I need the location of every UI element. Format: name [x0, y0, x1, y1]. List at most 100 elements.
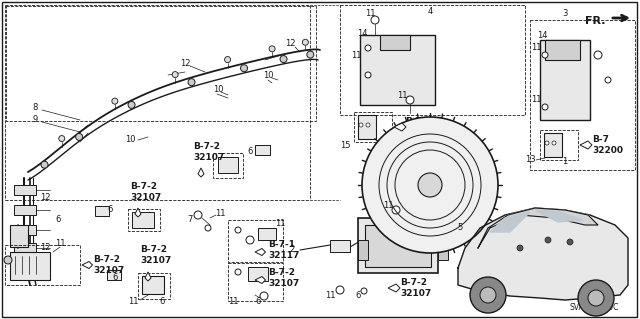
- Circle shape: [41, 161, 48, 168]
- Text: 11: 11: [215, 209, 225, 218]
- Circle shape: [545, 237, 551, 243]
- Text: B-7-2
32107: B-7-2 32107: [400, 278, 431, 298]
- Circle shape: [366, 123, 370, 127]
- Circle shape: [280, 56, 287, 63]
- Bar: [358, 115, 376, 139]
- Circle shape: [406, 96, 414, 104]
- Text: 6: 6: [355, 292, 361, 300]
- Bar: [10, 225, 28, 247]
- Bar: [138, 273, 170, 299]
- Bar: [340, 5, 525, 115]
- Text: 6: 6: [247, 147, 253, 157]
- Circle shape: [418, 173, 442, 197]
- Circle shape: [371, 16, 379, 24]
- Text: 11: 11: [55, 240, 65, 249]
- Bar: [14, 225, 36, 235]
- Text: 11: 11: [228, 298, 238, 307]
- Text: B-7-2
32107: B-7-2 32107: [193, 142, 224, 162]
- Bar: [358, 240, 368, 260]
- Text: 6: 6: [255, 298, 260, 307]
- Text: 9: 9: [33, 115, 38, 124]
- Circle shape: [594, 51, 602, 59]
- Text: 12: 12: [285, 39, 295, 48]
- Circle shape: [76, 133, 83, 140]
- Polygon shape: [255, 277, 266, 284]
- Polygon shape: [535, 210, 582, 222]
- Bar: [6, 6, 316, 121]
- Text: B-7
32200: B-7 32200: [592, 135, 623, 155]
- Bar: [142, 276, 164, 294]
- Text: 12: 12: [40, 243, 51, 253]
- Bar: [544, 133, 562, 157]
- Text: 10: 10: [212, 85, 223, 94]
- Circle shape: [269, 46, 275, 52]
- Circle shape: [470, 277, 506, 313]
- Text: 10: 10: [263, 71, 273, 80]
- Polygon shape: [145, 272, 151, 281]
- Text: 4: 4: [428, 8, 433, 17]
- Circle shape: [235, 269, 241, 275]
- Circle shape: [241, 65, 248, 72]
- Text: B-7-2
32107: B-7-2 32107: [268, 268, 300, 288]
- Bar: [14, 243, 36, 253]
- Circle shape: [578, 280, 614, 316]
- Bar: [14, 205, 36, 215]
- Polygon shape: [135, 208, 141, 217]
- Polygon shape: [394, 123, 406, 131]
- Text: 6: 6: [55, 216, 61, 225]
- Circle shape: [302, 39, 308, 45]
- Circle shape: [605, 77, 611, 83]
- Text: 11: 11: [531, 43, 541, 53]
- Text: 7: 7: [188, 216, 193, 225]
- Bar: [258, 228, 276, 240]
- Circle shape: [392, 206, 400, 214]
- Bar: [213, 153, 243, 178]
- Circle shape: [235, 227, 241, 233]
- Circle shape: [365, 72, 371, 78]
- Text: 6: 6: [112, 273, 118, 283]
- Bar: [530, 20, 635, 170]
- Text: 11: 11: [397, 91, 407, 100]
- Polygon shape: [255, 249, 266, 256]
- Bar: [10, 252, 50, 280]
- Circle shape: [307, 51, 314, 58]
- Text: B-7
32200: B-7 32200: [405, 117, 436, 137]
- Text: B-7-2
32107: B-7-2 32107: [140, 245, 172, 265]
- Bar: [360, 35, 435, 105]
- Polygon shape: [580, 141, 592, 149]
- Text: 11: 11: [365, 10, 375, 19]
- Text: 11: 11: [531, 95, 541, 105]
- Bar: [5, 245, 80, 285]
- Text: 14: 14: [356, 28, 367, 38]
- Circle shape: [336, 286, 344, 294]
- Circle shape: [205, 225, 211, 231]
- Text: 6: 6: [159, 298, 164, 307]
- Text: 1: 1: [563, 158, 568, 167]
- Text: 15: 15: [340, 140, 350, 150]
- Text: B-7-2
32107: B-7-2 32107: [130, 182, 161, 202]
- Bar: [354, 112, 392, 142]
- Circle shape: [361, 288, 367, 294]
- Bar: [540, 130, 578, 160]
- Circle shape: [4, 256, 12, 264]
- Text: 11: 11: [351, 50, 361, 60]
- Circle shape: [59, 136, 65, 142]
- Bar: [132, 212, 154, 228]
- Polygon shape: [458, 208, 628, 300]
- Bar: [365, 225, 431, 267]
- Bar: [380, 35, 410, 50]
- Bar: [218, 157, 238, 173]
- Circle shape: [517, 245, 523, 251]
- Text: SVA4B1340C: SVA4B1340C: [570, 303, 620, 313]
- Text: 14: 14: [537, 32, 547, 41]
- Circle shape: [542, 104, 548, 110]
- Text: B-7-2
32107: B-7-2 32107: [93, 255, 124, 275]
- Bar: [95, 206, 109, 216]
- Circle shape: [128, 101, 135, 108]
- Bar: [545, 40, 580, 60]
- Polygon shape: [388, 284, 400, 292]
- Text: 5: 5: [458, 224, 463, 233]
- Text: 12: 12: [180, 60, 190, 69]
- Bar: [228, 263, 283, 301]
- Text: 11: 11: [383, 202, 393, 211]
